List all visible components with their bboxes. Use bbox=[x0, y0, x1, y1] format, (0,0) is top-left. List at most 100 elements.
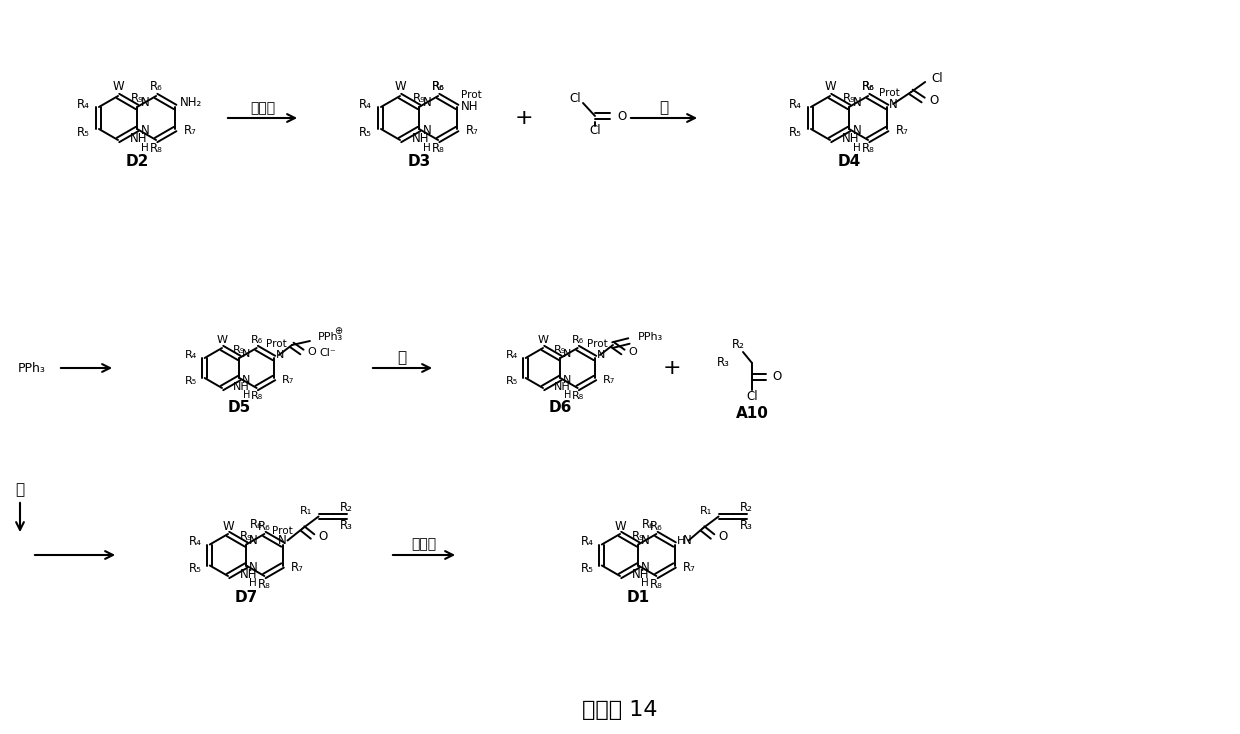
Text: PPh₃: PPh₃ bbox=[19, 362, 46, 374]
Text: NH: NH bbox=[631, 568, 649, 581]
Text: H: H bbox=[564, 390, 570, 400]
Text: Prot: Prot bbox=[587, 339, 608, 349]
Text: PPh₃: PPh₃ bbox=[317, 332, 343, 342]
Text: N: N bbox=[853, 125, 862, 137]
Text: R₆: R₆ bbox=[250, 335, 263, 345]
Text: R₈: R₈ bbox=[650, 578, 662, 590]
Text: R₄: R₄ bbox=[188, 535, 202, 548]
Text: N: N bbox=[249, 561, 258, 574]
Text: R₇: R₇ bbox=[281, 375, 294, 385]
Text: R₃: R₃ bbox=[340, 519, 353, 532]
Text: R₉: R₉ bbox=[554, 345, 567, 355]
Text: W: W bbox=[537, 335, 548, 345]
Text: N: N bbox=[563, 349, 572, 359]
Text: D3: D3 bbox=[408, 154, 430, 170]
Text: R₆: R₆ bbox=[432, 81, 444, 93]
Text: D7: D7 bbox=[234, 590, 258, 606]
Text: NH: NH bbox=[461, 101, 479, 114]
Text: W: W bbox=[614, 520, 626, 532]
Text: N: N bbox=[563, 375, 572, 385]
Text: R₇: R₇ bbox=[603, 375, 615, 385]
Text: H: H bbox=[423, 143, 432, 153]
Text: R₂: R₂ bbox=[740, 501, 753, 514]
Text: R₅: R₅ bbox=[360, 126, 372, 139]
Text: R₇: R₇ bbox=[290, 561, 304, 574]
Text: R₆: R₆ bbox=[432, 81, 444, 93]
Text: R₄: R₄ bbox=[789, 98, 802, 111]
Text: 礦: 礦 bbox=[398, 351, 407, 366]
Text: W: W bbox=[222, 520, 234, 532]
Text: W: W bbox=[394, 81, 405, 93]
Text: Prot: Prot bbox=[265, 339, 286, 349]
Text: R₂: R₂ bbox=[340, 501, 353, 514]
Text: Cl: Cl bbox=[746, 390, 758, 404]
Text: R₇: R₇ bbox=[897, 125, 909, 137]
Text: R₄: R₄ bbox=[360, 98, 372, 111]
Text: R₉: R₉ bbox=[130, 92, 144, 104]
Text: 反应式 14: 反应式 14 bbox=[583, 700, 657, 720]
Text: R₉: R₉ bbox=[843, 92, 856, 104]
Text: NH: NH bbox=[554, 382, 570, 392]
Text: ⊕: ⊕ bbox=[334, 326, 342, 336]
Text: O: O bbox=[319, 530, 327, 543]
Text: Prot: Prot bbox=[273, 526, 293, 536]
Text: N: N bbox=[682, 534, 692, 547]
Text: R₉: R₉ bbox=[239, 530, 253, 543]
Text: R₈: R₈ bbox=[862, 142, 874, 156]
Text: D4: D4 bbox=[837, 154, 861, 170]
Text: R₆: R₆ bbox=[258, 520, 270, 532]
Text: R₅: R₅ bbox=[77, 126, 91, 139]
Text: R₆: R₆ bbox=[642, 518, 655, 531]
Text: Cl⁻: Cl⁻ bbox=[320, 348, 336, 358]
Text: N: N bbox=[596, 350, 605, 360]
Text: R₆: R₆ bbox=[862, 81, 874, 93]
Text: O: O bbox=[618, 109, 626, 123]
Text: 催化剂: 催化剂 bbox=[412, 537, 436, 551]
Text: D5: D5 bbox=[228, 401, 250, 415]
Text: N: N bbox=[141, 125, 150, 137]
Text: R₅: R₅ bbox=[506, 376, 517, 386]
Text: R₅: R₅ bbox=[185, 376, 197, 386]
Text: R₉: R₉ bbox=[413, 92, 425, 104]
Text: O: O bbox=[718, 530, 728, 543]
Text: PPh₃: PPh₃ bbox=[637, 332, 663, 342]
Text: H: H bbox=[243, 390, 250, 400]
Text: O: O bbox=[308, 347, 316, 357]
Text: N: N bbox=[277, 350, 284, 360]
Text: W: W bbox=[112, 81, 124, 93]
Text: R₉: R₉ bbox=[631, 530, 645, 543]
Text: R₅: R₅ bbox=[789, 126, 802, 139]
Text: Prot: Prot bbox=[879, 88, 899, 98]
Text: H: H bbox=[677, 536, 684, 545]
Text: N: N bbox=[853, 96, 862, 109]
Text: R₄: R₄ bbox=[185, 350, 197, 360]
Text: H: H bbox=[249, 578, 257, 587]
Text: R₄: R₄ bbox=[506, 350, 517, 360]
Text: Cl: Cl bbox=[589, 123, 601, 137]
Text: N: N bbox=[423, 96, 432, 109]
Text: Prot: Prot bbox=[461, 90, 482, 100]
Text: N: N bbox=[889, 98, 898, 111]
Text: N: N bbox=[141, 96, 150, 109]
Text: R₅: R₅ bbox=[580, 562, 594, 575]
Text: R₆: R₆ bbox=[862, 81, 874, 93]
Text: R₅: R₅ bbox=[188, 562, 202, 575]
Text: R₈: R₈ bbox=[150, 142, 162, 156]
Text: R₈: R₈ bbox=[258, 578, 270, 590]
Text: W: W bbox=[825, 81, 836, 93]
Text: NH: NH bbox=[233, 382, 249, 392]
Text: NH: NH bbox=[239, 568, 257, 581]
Text: R₇: R₇ bbox=[682, 561, 696, 574]
Text: Cl: Cl bbox=[569, 92, 580, 104]
Text: R₃: R₃ bbox=[717, 357, 730, 369]
Text: N: N bbox=[242, 349, 250, 359]
Text: R₃: R₃ bbox=[740, 519, 753, 532]
Text: H: H bbox=[641, 578, 649, 587]
Text: R₆: R₆ bbox=[572, 335, 584, 345]
Text: N: N bbox=[641, 561, 650, 574]
Text: R₆: R₆ bbox=[650, 520, 662, 532]
Text: 礦: 礦 bbox=[15, 482, 25, 498]
Text: N: N bbox=[242, 375, 250, 385]
Text: R₇: R₇ bbox=[466, 125, 479, 137]
Text: R₇: R₇ bbox=[185, 125, 197, 137]
